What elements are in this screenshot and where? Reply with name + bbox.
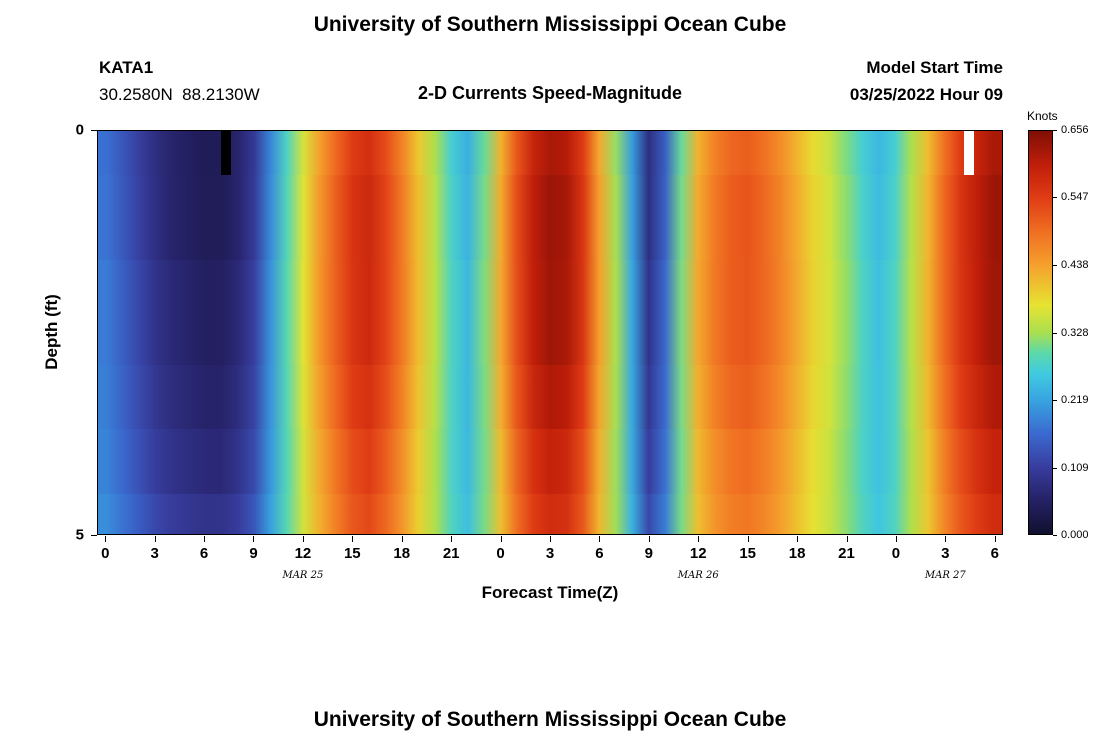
x-tick-mark — [154, 536, 156, 542]
colorbar — [1028, 130, 1053, 535]
colorbar-tick-mark — [1053, 467, 1057, 469]
x-date-label: MAR 27 — [924, 570, 966, 581]
x-tick-mark — [500, 536, 502, 542]
heatmap-cells — [98, 131, 1002, 534]
plot-subtitle: 2-D Currents Speed-Magnitude — [417, 83, 683, 103]
heatmap-row — [98, 429, 1002, 494]
x-tick-mark — [302, 536, 304, 542]
x-date-label: MAR 26 — [677, 570, 719, 581]
x-tick-label: 6 — [595, 545, 604, 562]
x-tick-mark — [895, 536, 897, 542]
y-tick-mark — [91, 130, 97, 131]
x-tick-mark — [550, 536, 551, 542]
heatmap-markers — [98, 131, 1002, 534]
x-tick-mark — [797, 536, 799, 542]
x-axis-title: Forecast Time(Z) — [481, 583, 619, 602]
data-gap-marker — [964, 131, 975, 176]
colorbar-tick-label: 0.438 — [1061, 258, 1089, 271]
y-tick-mark — [91, 535, 97, 536]
x-tick-mark — [599, 536, 601, 542]
x-tick-label: 9 — [644, 545, 653, 562]
x-date-label: MAR 25 — [282, 570, 324, 581]
colorbar-ticks: 0.656 0.547 0.438 0.328 0.219 0.109 0.000 — [1053, 124, 1100, 541]
heatmap-row — [98, 364, 1002, 430]
colorbar-tick-mark — [1053, 332, 1057, 334]
x-tick-label: 18 — [788, 545, 806, 562]
colorbar-tick-label: 0.656 — [1061, 124, 1089, 136]
model-start-label: Model Start Time — [866, 58, 1003, 77]
heatmap-row — [98, 175, 1002, 260]
x-tick-mark — [648, 536, 650, 542]
x-tick-label: 0 — [891, 545, 901, 562]
colorbar-tick-mark — [1053, 535, 1057, 536]
heatmap-plot — [97, 130, 1003, 535]
x-tick-mark — [105, 536, 107, 542]
data-gap-marker — [221, 131, 232, 176]
model-start-value: 03/25/2022 Hour 09 — [849, 85, 1003, 104]
x-tick-label: 6 — [990, 545, 999, 562]
x-tick-label: 21 — [838, 545, 855, 562]
x-tick-mark — [994, 536, 996, 542]
colorbar-tick-label: 0.109 — [1061, 461, 1089, 474]
x-tick-label: 12 — [294, 545, 312, 562]
x-tick-mark — [698, 536, 700, 542]
station-id: KATA1 — [99, 58, 154, 77]
x-tick-label: 3 — [545, 545, 555, 562]
x-tick-label: 0 — [101, 545, 110, 562]
x-tick-label: 18 — [393, 545, 411, 562]
x-tick-label: 6 — [199, 545, 209, 562]
colorbar-tick-mark — [1053, 264, 1057, 266]
x-tick-label: 3 — [941, 545, 950, 562]
x-tick-label: 15 — [343, 545, 361, 562]
colorbar-tick-label: 0.547 — [1061, 191, 1089, 204]
figure-title: University of Southern Mississippi Ocean… — [313, 13, 787, 36]
heatmap-row — [98, 493, 1002, 534]
x-tick-label: 9 — [249, 545, 258, 562]
colorbar-tick-mark — [1053, 399, 1057, 401]
x-tick-label: 0 — [496, 545, 505, 562]
station-coordinates: 30.2580N 88.2130W — [99, 85, 260, 104]
colorbar-tick-label: 0.000 — [1061, 529, 1089, 541]
x-axis: 0 3 6 9 12 15 18 21 0 3 6 9 12 15 18 21 0 3 6 MAR 25 MAR 26 M… — [97, 536, 1003, 596]
x-tick-label: 12 — [689, 545, 707, 562]
x-tick-mark — [401, 536, 403, 542]
colorbar-tick-label: 0.219 — [1061, 393, 1089, 406]
x-tick-mark — [253, 536, 255, 542]
y-tick-label: 5 — [75, 526, 84, 544]
x-tick-label: 15 — [739, 545, 757, 562]
x-tick-mark — [352, 536, 354, 542]
y-tick-label: 0 — [75, 121, 84, 139]
x-tick-mark — [451, 536, 453, 542]
heatmap-row — [98, 259, 1002, 365]
x-tick-mark — [846, 536, 848, 542]
x-tick-label: 3 — [150, 545, 159, 562]
heatmap-row — [98, 131, 1002, 176]
colorbar-tick-mark — [1053, 197, 1057, 199]
x-tick-mark — [747, 536, 749, 542]
next-figure-title: University of Southern Mississippi Ocean… — [313, 708, 787, 731]
colorbar-title: Knots — [1027, 109, 1058, 123]
colorbar-tick-mark — [1053, 130, 1057, 131]
colorbar-tick-label: 0.328 — [1061, 326, 1089, 339]
x-tick-mark — [945, 536, 947, 542]
x-tick-label: 21 — [442, 545, 460, 562]
x-tick-mark — [204, 536, 206, 542]
